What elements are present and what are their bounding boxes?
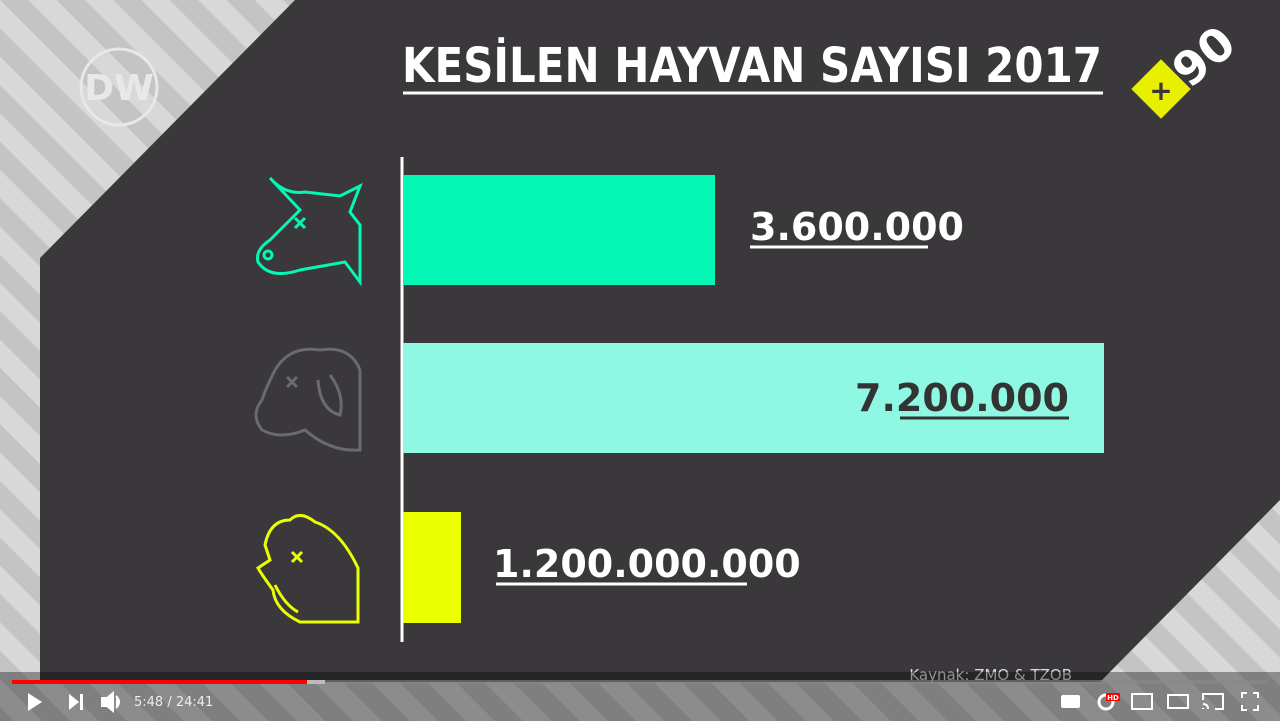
hd-badge — [1106, 693, 1120, 701]
badge-diamond — [1131, 59, 1191, 119]
fullscreen-button[interactable] — [1241, 692, 1259, 711]
progress-played — [12, 680, 307, 684]
progress-track[interactable] — [12, 680, 1268, 684]
cow-icon — [256, 176, 363, 287]
title: KESİLEN HAYVAN SAYISI 2017 — [402, 37, 1102, 94]
badge-plus: + — [1149, 74, 1172, 107]
chart-panel — [40, 0, 1280, 682]
bar — [403, 343, 1104, 453]
value-label: 7.200.000 — [855, 376, 1069, 420]
bar — [403, 175, 715, 285]
sheep-icon — [254, 347, 362, 452]
chicken-icon — [256, 514, 360, 624]
captions-button[interactable] — [1061, 695, 1080, 708]
play-button[interactable] — [28, 693, 42, 711]
hd-label: HD — [1107, 694, 1119, 702]
time-display: 5:48 / 24:41 — [134, 695, 213, 710]
value-label: 3.600.000 — [750, 205, 964, 249]
theater-button[interactable] — [1167, 694, 1189, 709]
volume-button[interactable] — [101, 690, 120, 714]
source-note: Kaynak: ZMO & TZOB — [909, 666, 1072, 684]
miniplayer-button[interactable] — [1131, 693, 1153, 710]
cast-button[interactable] — [1202, 693, 1224, 710]
logo: DW — [84, 68, 154, 109]
bar — [403, 512, 461, 623]
logo-ring — [79, 47, 159, 127]
value-label: 1.200.000.000 — [493, 542, 801, 586]
next-button[interactable] — [69, 694, 83, 710]
